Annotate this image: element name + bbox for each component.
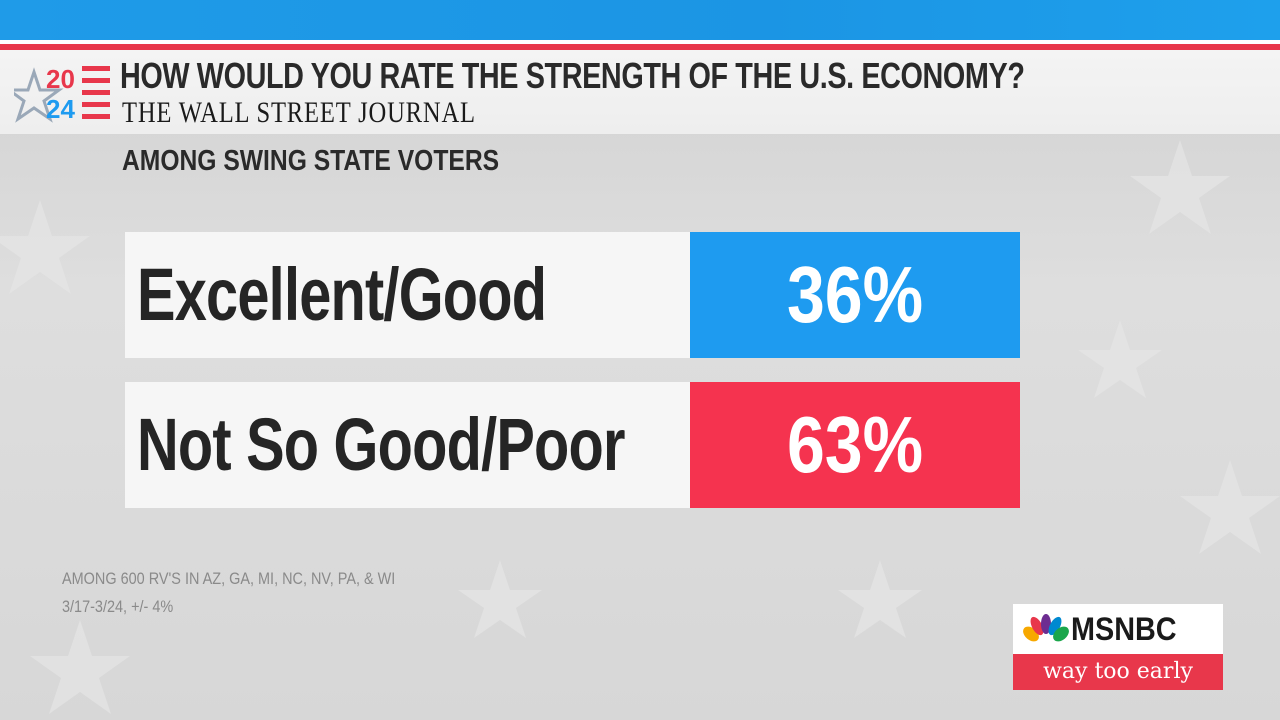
- network-bug-bottom: [1013, 654, 1223, 690]
- logo-year-top: 20: [46, 64, 75, 94]
- network-bug: MSNBC way too early: [1013, 604, 1223, 690]
- network-bug-top: MSNBC: [1013, 604, 1223, 654]
- result-label: Not So Good/Poor: [137, 403, 625, 486]
- title-header: [0, 50, 1280, 134]
- network-name: MSNBC: [1071, 611, 1177, 647]
- result-row-excellent-good: Excellent/Good 36%: [125, 232, 1020, 358]
- election-2024-logo: 20 24: [14, 64, 110, 124]
- result-label-cell: Excellent/Good: [125, 232, 690, 358]
- source-label: THE WALL STREET JOURNAL: [122, 96, 476, 129]
- result-value: 63%: [786, 400, 924, 489]
- result-label-cell: Not So Good/Poor: [125, 382, 690, 508]
- logo-year-bottom: 24: [46, 94, 75, 124]
- top-color-bar: [0, 0, 1280, 40]
- result-row-not-so-good-poor: Not So Good/Poor 63%: [125, 382, 1020, 508]
- headline: HOW WOULD YOU RATE THE STRENGTH OF THE U…: [120, 55, 1025, 96]
- top-divider-white: [0, 40, 1280, 44]
- show-name: way too early: [1043, 659, 1193, 684]
- peacock-logo-icon: [1023, 614, 1069, 642]
- footnote-sample: AMONG 600 RV'S IN AZ, GA, MI, NC, NV, PA…: [62, 569, 396, 588]
- result-value: 36%: [786, 250, 924, 339]
- subhead: AMONG SWING STATE VOTERS: [122, 145, 500, 177]
- result-value-cell: 36%: [690, 232, 1020, 358]
- result-value-cell: 63%: [690, 382, 1020, 508]
- footnote-dates: 3/17-3/24, +/- 4%: [62, 597, 174, 616]
- top-divider-red: [0, 44, 1280, 50]
- result-label: Excellent/Good: [137, 253, 547, 336]
